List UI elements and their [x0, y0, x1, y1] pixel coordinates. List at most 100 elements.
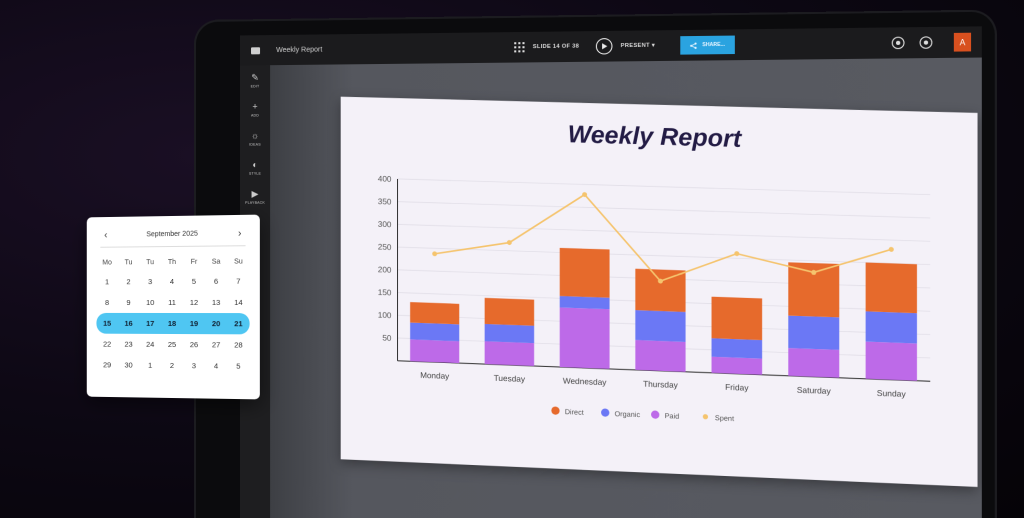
calendar-week-selected[interactable]: 15 16 17 18 19 20 21	[96, 312, 250, 335]
svg-text:150: 150	[378, 288, 392, 298]
lightbulb-icon: ☼	[250, 130, 260, 141]
bar-segment-direct	[559, 247, 610, 298]
bar-segment-organic	[788, 315, 840, 350]
calendar-day[interactable]: 19	[189, 319, 199, 329]
calendar-day[interactable]: 25	[167, 339, 177, 350]
menu-button[interactable]	[240, 35, 270, 65]
hamburger-icon	[250, 46, 260, 54]
calendar-day[interactable]: 2	[169, 360, 175, 371]
calendar-day[interactable]: 7	[236, 276, 241, 286]
sidebar-item-label: EDIT	[250, 83, 260, 88]
svg-text:200: 200	[378, 265, 392, 275]
calendar-day[interactable]: 6	[213, 276, 219, 286]
sidebar-item-playback[interactable]: ▶ PLAYBACK	[240, 182, 270, 211]
calendar-day[interactable]: 26	[189, 340, 199, 350]
calendar-day[interactable]: 21	[234, 319, 243, 329]
calendar-day[interactable]: 20	[211, 319, 221, 329]
bar-segment-direct	[865, 262, 917, 314]
share-icon	[690, 42, 697, 49]
calendar-day[interactable]: 17	[146, 318, 155, 328]
sidebar-item-ideas[interactable]: ☼ IDEAS	[240, 123, 270, 152]
svg-text:Thursday: Thursday	[643, 379, 678, 390]
bar-segment-direct	[484, 297, 535, 326]
calendar-day[interactable]: 22	[103, 339, 112, 349]
calendar-day[interactable]: 13	[211, 297, 221, 307]
svg-text:50: 50	[382, 333, 392, 342]
sidebar-item-add[interactable]: + ADD	[240, 94, 270, 123]
bar-segment-organic	[711, 338, 763, 359]
share-button[interactable]: SHARE...	[680, 35, 735, 55]
calendar-day[interactable]: 27	[211, 340, 221, 350]
calendar-week: 22 23 24 25 26 27 28	[96, 334, 249, 356]
weekday-label: Mo	[102, 259, 112, 267]
bar-segment-paid	[559, 307, 610, 369]
calendar-day[interactable]: 3	[148, 277, 153, 287]
calendar-day[interactable]: 1	[148, 360, 153, 370]
slide-canvas: Weekly Report 50 100 150 200 250 300 350 400 Mon…	[270, 57, 982, 518]
sidebar-item-edit[interactable]: ✎ EDIT	[240, 65, 270, 94]
right-tools: A	[891, 26, 982, 58]
date-picker: ‹ September 2025 › Mo Tu Tu Th Fr Sa Su …	[86, 214, 260, 400]
weekday-label: Su	[234, 257, 243, 266]
calendar-day[interactable]: 11	[168, 297, 176, 307]
calendar-day[interactable]: 23	[124, 339, 133, 349]
bar-segment-direct	[635, 268, 686, 312]
svg-text:350: 350	[378, 197, 392, 207]
calendar-day[interactable]: 29	[103, 360, 112, 370]
svg-text:Sunday: Sunday	[877, 389, 906, 399]
divider	[100, 245, 246, 248]
svg-text:Direct: Direct	[565, 409, 584, 417]
calendar-day[interactable]: 15	[103, 318, 112, 328]
calendar-day[interactable]: 8	[105, 298, 110, 307]
palette-icon: ◐	[252, 159, 258, 170]
weekday-label: Tu	[124, 258, 133, 266]
sidebar-item-style[interactable]: ◐ STYLE	[240, 153, 270, 182]
calendar-day[interactable]: 2	[126, 277, 131, 287]
weekday-label: Th	[167, 258, 177, 266]
comment-add-icon[interactable]	[919, 36, 933, 49]
calendar-day[interactable]: 1	[105, 277, 110, 287]
calendar-day[interactable]: 28	[234, 340, 243, 350]
svg-text:Organic: Organic	[615, 411, 641, 419]
play-circle-icon[interactable]	[595, 38, 613, 55]
bar-segment-direct	[711, 296, 763, 341]
svg-text:250: 250	[378, 242, 392, 252]
chevron-right-icon[interactable]: ›	[238, 227, 242, 239]
weekday-label: Sa	[211, 258, 221, 266]
user-circle-icon[interactable]	[891, 36, 905, 50]
calendar-day[interactable]: 4	[213, 361, 219, 371]
document-title: Weekly Report	[276, 46, 323, 54]
calendar-day[interactable]: 12	[189, 297, 199, 307]
svg-text:Friday: Friday	[725, 383, 748, 393]
grid-icon[interactable]	[514, 42, 525, 53]
stacked-bar-chart: 50 100 150 200 250 300 350 400 Monday Tuesday Wedn…	[378, 174, 956, 423]
calendar-day[interactable]: 4	[169, 276, 175, 287]
edit-icon: ✎	[251, 71, 259, 82]
calendar-day[interactable]: 24	[146, 339, 155, 349]
calendar-month-label: September 2025	[146, 230, 198, 238]
present-dropdown[interactable]: PRESENT ▾	[620, 42, 656, 50]
calendar-day[interactable]: 18	[167, 318, 177, 329]
play-icon: ▶	[251, 188, 259, 199]
weekday-label: Tu	[146, 258, 155, 266]
calendar-day[interactable]: 14	[234, 297, 243, 307]
calendar-day[interactable]: 16	[124, 318, 133, 328]
svg-text:Tuesday: Tuesday	[494, 374, 525, 384]
sidebar-item-label: ADD	[251, 112, 260, 118]
weekday-label: Fr	[190, 258, 198, 266]
calendar-day[interactable]: 3	[191, 361, 197, 371]
weekday-header: Mo Tu Tu Th Fr Sa Su	[96, 252, 249, 271]
svg-text:Spent: Spent	[715, 415, 734, 423]
calendar-day[interactable]: 10	[146, 298, 155, 307]
calendar-day[interactable]: 30	[124, 360, 133, 370]
bar-segment-paid	[865, 341, 917, 381]
slide[interactable]: Weekly Report 50 100 150 200 250 300 350 400 Mon…	[340, 96, 978, 488]
calendar-day[interactable]: 5	[191, 276, 197, 286]
calendar-day[interactable]: 9	[126, 298, 131, 307]
laptop-frame: Weekly Report SLIDE 14 OF 38 PRESENT ▾ S…	[196, 11, 995, 518]
svg-text:Paid: Paid	[665, 413, 680, 421]
bar-segment-paid	[484, 341, 535, 367]
calendar-day[interactable]: 5	[236, 361, 241, 371]
avatar[interactable]: A	[953, 32, 972, 52]
chevron-left-icon[interactable]: ‹	[104, 229, 108, 241]
